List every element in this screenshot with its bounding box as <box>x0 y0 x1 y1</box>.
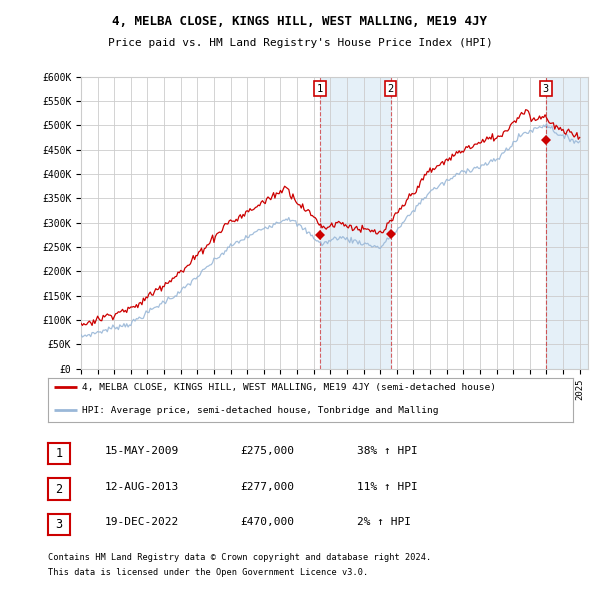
Text: Price paid vs. HM Land Registry's House Price Index (HPI): Price paid vs. HM Land Registry's House … <box>107 38 493 48</box>
Bar <box>320 77 391 369</box>
Text: 12-AUG-2013: 12-AUG-2013 <box>105 482 179 491</box>
Text: 38% ↑ HPI: 38% ↑ HPI <box>357 447 418 456</box>
Text: £470,000: £470,000 <box>240 517 294 527</box>
Text: 19-DEC-2022: 19-DEC-2022 <box>105 517 179 527</box>
Text: 1: 1 <box>55 447 62 460</box>
Text: 3: 3 <box>542 84 549 94</box>
Text: £277,000: £277,000 <box>240 482 294 491</box>
Text: 4, MELBA CLOSE, KINGS HILL, WEST MALLING, ME19 4JY: 4, MELBA CLOSE, KINGS HILL, WEST MALLING… <box>113 15 487 28</box>
Text: HPI: Average price, semi-detached house, Tonbridge and Malling: HPI: Average price, semi-detached house,… <box>82 406 439 415</box>
Text: This data is licensed under the Open Government Licence v3.0.: This data is licensed under the Open Gov… <box>48 568 368 577</box>
Text: 2% ↑ HPI: 2% ↑ HPI <box>357 517 411 527</box>
Text: 3: 3 <box>55 518 62 531</box>
Text: 4, MELBA CLOSE, KINGS HILL, WEST MALLING, ME19 4JY (semi-detached house): 4, MELBA CLOSE, KINGS HILL, WEST MALLING… <box>82 383 496 392</box>
Text: 11% ↑ HPI: 11% ↑ HPI <box>357 482 418 491</box>
Text: Contains HM Land Registry data © Crown copyright and database right 2024.: Contains HM Land Registry data © Crown c… <box>48 553 431 562</box>
Bar <box>546 77 588 369</box>
Text: 2: 2 <box>388 84 394 94</box>
Text: 2: 2 <box>55 483 62 496</box>
Text: 15-MAY-2009: 15-MAY-2009 <box>105 447 179 456</box>
Text: £275,000: £275,000 <box>240 447 294 456</box>
Text: 1: 1 <box>317 84 323 94</box>
